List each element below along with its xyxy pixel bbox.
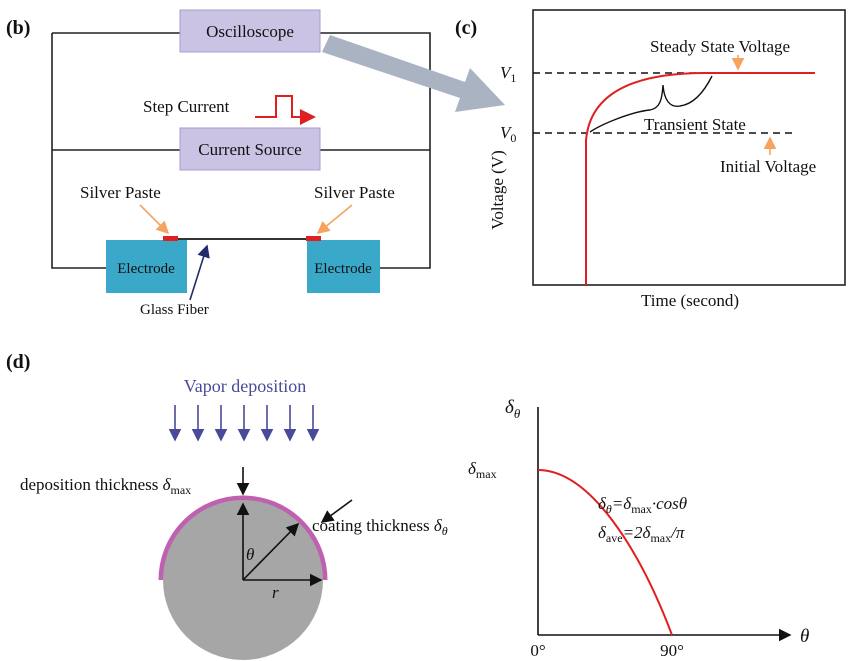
x-tick-label: 90°	[660, 641, 684, 660]
silver-paste-label: Silver Paste	[80, 183, 161, 202]
step-pulse	[255, 96, 314, 117]
panel-b: (b) Oscilloscope Current Source Step Cur…	[6, 10, 505, 318]
v0-label: V0	[500, 123, 516, 145]
subscript: max	[476, 467, 497, 481]
part: =δ	[612, 494, 632, 513]
y-mark-label: δmax	[468, 459, 497, 481]
text: deposition thickness	[20, 475, 158, 494]
electrode-label: Electrode	[117, 261, 175, 277]
x-axis-label: θ	[800, 626, 809, 647]
subscript: max	[171, 483, 192, 497]
part: /π	[670, 523, 685, 542]
vapor-arrows	[175, 405, 313, 440]
voltage-curve	[586, 73, 815, 285]
r-label: r	[272, 583, 279, 602]
panel-d: (d) Vapor deposition deposition thicknes…	[6, 351, 809, 660]
subscript: 1	[510, 71, 516, 85]
coating-thickness-label: coating thickness δθ	[312, 516, 448, 538]
axes	[538, 407, 790, 635]
connector-arrow	[322, 35, 505, 112]
subscript: θ	[514, 406, 521, 421]
subscript: ave	[606, 531, 623, 545]
subscript: max	[631, 502, 652, 516]
oscilloscope-label: Oscilloscope	[206, 22, 294, 41]
y-axis-label: δθ	[505, 397, 521, 421]
step-current-label: Step Current	[143, 97, 230, 116]
y-axis-label: Voltage (V)	[488, 150, 507, 229]
theta-label: θ	[246, 545, 254, 564]
subscript: 0	[510, 131, 516, 145]
text: coating thickness	[312, 516, 430, 535]
arrow	[140, 205, 168, 233]
arrow	[190, 246, 207, 300]
silver-paste	[163, 236, 178, 241]
silver-paste-label: Silver Paste	[314, 183, 395, 202]
initial-label: Initial Voltage	[720, 157, 816, 176]
equation: δθ=δmax·cosθ	[598, 494, 687, 516]
transient-label: Transient State	[644, 115, 746, 134]
v1-label: V1	[500, 63, 516, 85]
x-axis-label: Time (second)	[641, 291, 739, 310]
panel-label: (c)	[455, 17, 477, 39]
silver-paste	[306, 236, 321, 241]
panel-c: (c) V1 V0 Steady State Voltage Transient…	[455, 10, 845, 310]
electrode-label: Electrode	[314, 261, 372, 277]
arrow	[318, 205, 352, 233]
vapor-label: Vapor deposition	[184, 376, 306, 396]
subscript: max	[650, 531, 671, 545]
panel-label: (b)	[6, 17, 30, 39]
panel-label: (d)	[6, 351, 30, 373]
equation: δave=2δmax/π	[598, 523, 685, 545]
glass-fiber-label: Glass Fiber	[140, 302, 209, 318]
part: =2δ	[623, 523, 652, 542]
current-source-label: Current Source	[198, 140, 301, 159]
part: ·cosθ	[652, 494, 687, 513]
figure: (b) Oscilloscope Current Source Step Cur…	[0, 0, 848, 661]
subscript: θ	[442, 524, 448, 538]
deposition-thickness-label: deposition thickness δmax	[20, 475, 191, 497]
x-tick-label: 0°	[530, 641, 545, 660]
steady-state-label: Steady State Voltage	[650, 37, 790, 56]
